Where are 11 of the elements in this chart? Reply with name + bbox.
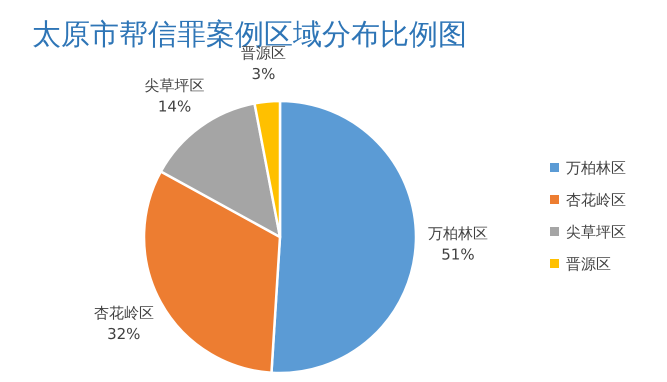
legend-label: 晋源区	[566, 255, 611, 273]
slice-label: 杏花岭区	[94, 304, 154, 322]
data-label: 3%	[252, 64, 276, 83]
data-label: 14%	[158, 98, 192, 116]
legend-label: 尖草坪区	[566, 223, 626, 241]
data-label: 32%	[107, 324, 140, 343]
slice-label: 万柏林区	[428, 224, 488, 243]
slice-label: 尖草坪区	[144, 76, 205, 95]
legend-label: 杏花岭区	[566, 191, 626, 209]
legend-label: 万柏林区	[566, 159, 626, 177]
data-label: 51%	[441, 246, 475, 264]
